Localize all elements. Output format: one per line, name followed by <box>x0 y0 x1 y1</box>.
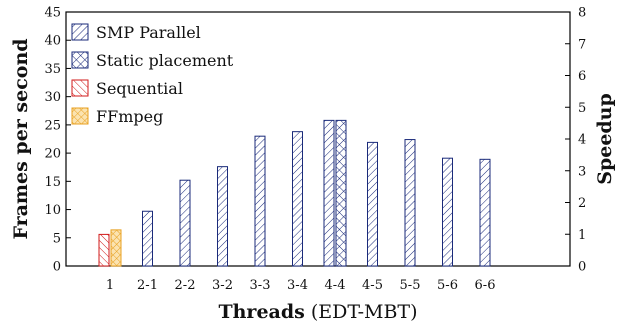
x-axis-label: Threads (EDT-MBT) <box>218 301 417 323</box>
legend-swatch-sequential <box>71 79 89 97</box>
y-tick-label: 20 <box>44 147 61 162</box>
x-axis-label-rest: (EDT-MBT) <box>311 301 418 323</box>
y-tick-label: 15 <box>44 175 61 190</box>
bar-ffmpeg-1 <box>110 229 122 267</box>
legend: SMP Parallel Static placement Sequential… <box>71 23 234 126</box>
bar-smp-parallel-2-1 <box>142 210 153 267</box>
x-tick-label: 6-6 <box>475 278 496 293</box>
x-tick-label: 2-2 <box>175 278 196 293</box>
x-tick-label: 5-6 <box>437 278 458 293</box>
x-tick-label: 4-5 <box>362 278 383 293</box>
y2-tick-label: 7 <box>578 37 586 52</box>
y-tick-label: 25 <box>44 118 61 133</box>
legend-swatch-static-placement <box>71 51 89 69</box>
y2-axis-label: Speedup <box>594 93 616 185</box>
y2-tick-label: 5 <box>578 101 586 116</box>
y2-tick-label: 2 <box>578 196 586 211</box>
legend-label-smp-parallel: SMP Parallel <box>96 23 201 42</box>
x-tick-label: 1 <box>106 278 114 293</box>
bar-smp-parallel-5-5 <box>404 139 416 267</box>
x-tick-label: 2-1 <box>137 278 158 293</box>
bar-smp-parallel-3-2 <box>217 166 228 267</box>
x-tick-label: 4-4 <box>325 278 346 293</box>
x-tick-label: 3-4 <box>287 278 308 293</box>
legend-label-sequential: Sequential <box>96 79 183 98</box>
x-tick-label: 3-3 <box>250 278 271 293</box>
y2-tick-label: 4 <box>578 133 586 148</box>
bar-static-placement-4-4 <box>335 119 347 267</box>
bar-smp-parallel-2-2 <box>179 179 191 267</box>
y-tick-label: 0 <box>53 260 61 275</box>
legend-swatch-smp-parallel <box>71 23 89 41</box>
y2-tick-label: 8 <box>578 6 586 21</box>
left-axis: 0 5 10 15 20 25 30 35 40 45 <box>44 6 71 275</box>
bar-smp-parallel-4-4 <box>323 119 335 267</box>
x-axis-label-bold: Threads <box>218 301 304 323</box>
y-tick-label: 40 <box>44 34 61 49</box>
y-tick-label: 30 <box>44 90 61 105</box>
x-axis: 1 2-1 2-2 3-2 3-3 3-4 4-4 4-5 5-5 5-6 6-6 <box>106 278 496 293</box>
y2-tick-label: 3 <box>578 164 586 179</box>
y-axis-label: Frames per second <box>10 38 32 239</box>
y-tick-label: 45 <box>44 6 61 21</box>
y2-tick-label: 0 <box>578 260 586 275</box>
bar-smp-parallel-3-3 <box>254 135 266 267</box>
y2-tick-label: 6 <box>578 69 586 84</box>
y2-tick-label: 1 <box>578 228 586 243</box>
bar-smp-parallel-6-6 <box>479 158 491 267</box>
legend-swatch-ffmpeg <box>71 107 89 125</box>
x-tick-label: 5-5 <box>400 278 421 293</box>
legend-label-ffmpeg: FFmpeg <box>96 107 163 126</box>
bars <box>98 119 491 267</box>
bar-sequential-1 <box>98 233 110 267</box>
y-tick-label: 10 <box>44 203 61 218</box>
x-tick-label: 3-2 <box>212 278 233 293</box>
bar-smp-parallel-5-6 <box>442 157 453 267</box>
legend-label-static-placement: Static placement <box>96 51 234 70</box>
bar-smp-parallel-3-4 <box>292 131 303 267</box>
right-axis: 0 1 2 3 4 5 6 7 8 <box>565 6 586 275</box>
y-tick-label: 35 <box>44 62 61 77</box>
y-tick-label: 5 <box>53 231 61 246</box>
bar-smp-parallel-4-5 <box>367 141 378 267</box>
